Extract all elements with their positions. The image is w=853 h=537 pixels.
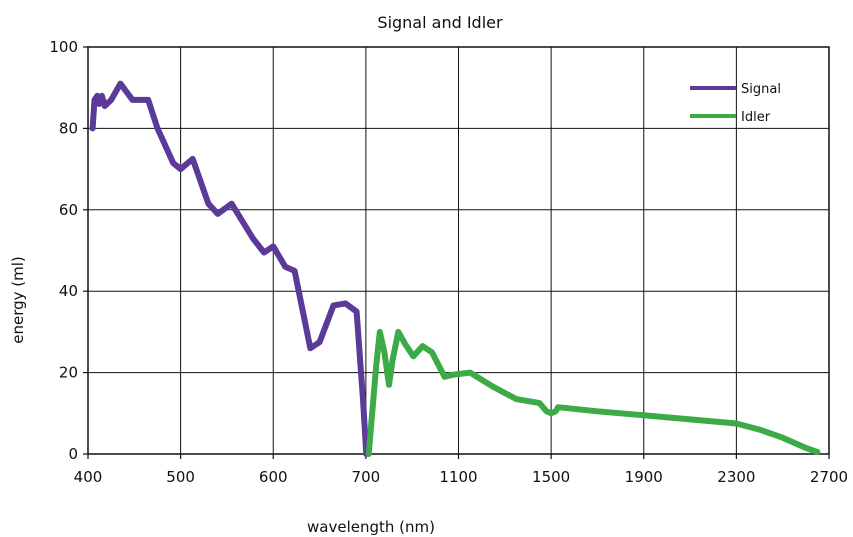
series-group xyxy=(89,80,821,457)
y-tick-label: 0 xyxy=(68,445,78,463)
x-tick-label: 1100 xyxy=(439,468,477,486)
x-tick-label: 700 xyxy=(352,468,381,486)
series-line-signal xyxy=(89,80,370,457)
grid-lines xyxy=(88,47,829,454)
y-tick-label: 100 xyxy=(49,38,78,56)
x-tick-label: 600 xyxy=(259,468,288,486)
y-tick-label: 20 xyxy=(59,364,78,382)
legend: Signal Idler xyxy=(690,82,781,125)
x-axis-title: wavelength (nm) xyxy=(307,518,435,536)
chart-title: Signal and Idler xyxy=(377,13,503,32)
x-tick-label: 2700 xyxy=(810,468,848,486)
y-tick-label: 80 xyxy=(59,119,78,137)
x-tick-label: 2300 xyxy=(717,468,755,486)
y-tick-label: 60 xyxy=(59,201,78,219)
x-tick-label: 500 xyxy=(166,468,195,486)
x-tick-label: 1500 xyxy=(532,468,570,486)
x-tick-label: 1900 xyxy=(625,468,663,486)
axis-ticks: 400 500 600 700 1100 1500 1900 2300 2700 0 20 40 60 8… xyxy=(49,38,848,486)
legend-label-signal: Signal xyxy=(741,82,781,97)
x-tick-label: 400 xyxy=(74,468,103,486)
legend-label-idler: Idler xyxy=(741,110,771,125)
y-tick-label: 40 xyxy=(59,282,78,300)
y-axis-title: energy (ml) xyxy=(9,256,27,344)
series-line-idler xyxy=(365,328,821,457)
